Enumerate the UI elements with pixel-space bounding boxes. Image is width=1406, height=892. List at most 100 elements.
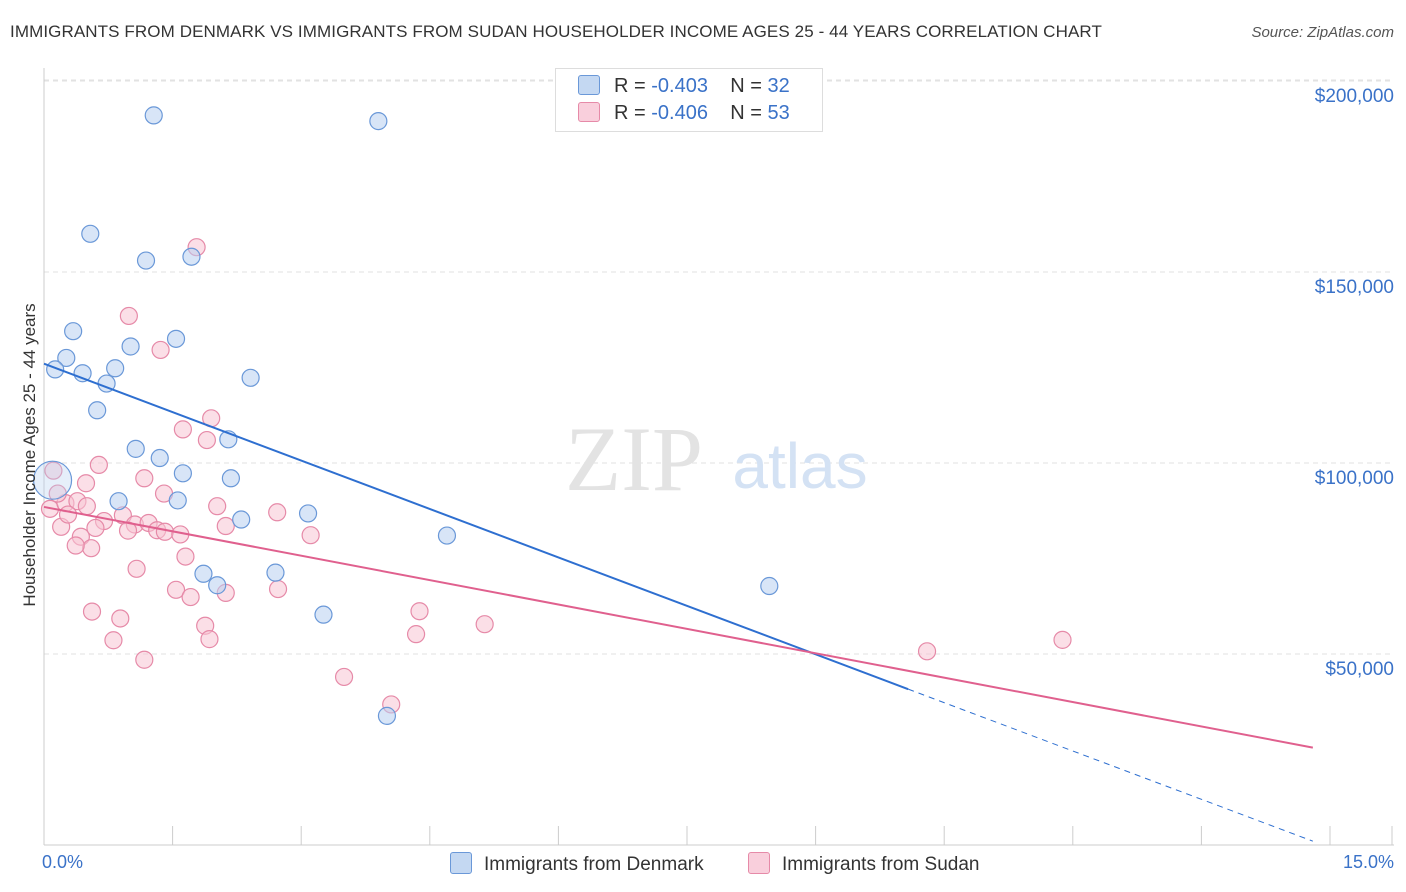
legend-swatch-denmark xyxy=(578,75,600,95)
data-point-denmark xyxy=(266,563,285,582)
data-point-sudan xyxy=(268,579,288,599)
legend-swatch-sudan xyxy=(578,102,600,122)
data-point-denmark xyxy=(81,224,100,243)
data-point-sudan xyxy=(917,642,937,661)
data-point-denmark xyxy=(760,576,779,596)
data-point-denmark xyxy=(168,491,187,510)
data-point-denmark xyxy=(208,576,227,595)
data-point-sudan xyxy=(82,539,101,558)
legend-row-sudan: R = -0.406 N = 53 xyxy=(578,102,790,125)
data-point-sudan xyxy=(475,615,494,634)
series-denmark xyxy=(32,106,779,725)
data-point-denmark xyxy=(57,348,76,368)
data-point-sudan xyxy=(334,667,354,687)
legend-r-denmark: -0.403 xyxy=(651,75,708,97)
data-point-denmark xyxy=(182,247,201,266)
data-point-denmark xyxy=(241,368,260,387)
data-point-denmark xyxy=(144,106,163,125)
data-point-sudan xyxy=(200,630,219,649)
data-point-denmark xyxy=(126,439,145,458)
data-point-denmark xyxy=(64,322,83,341)
data-point-sudan xyxy=(410,602,429,621)
watermark-zip: ZIP xyxy=(565,408,703,510)
data-point-sudan xyxy=(176,547,195,566)
data-point-sudan xyxy=(1053,630,1072,649)
data-point-denmark xyxy=(46,360,65,379)
y-axis-label: Householder Income Ages 25 - 44 years xyxy=(20,303,39,607)
legend-r-label: R = xyxy=(614,102,646,124)
trendline-denmark-extension xyxy=(908,688,1314,842)
bottom-legend-denmark: Immigrants from Denmark xyxy=(450,852,704,876)
legend-row-denmark: R = -0.403 N = 32 xyxy=(578,75,790,98)
legend-r-label: R = xyxy=(614,75,646,97)
data-point-denmark xyxy=(88,401,107,420)
bottom-legend-sudan: Immigrants from Sudan xyxy=(748,852,979,876)
data-point-sudan xyxy=(135,469,154,488)
x-tick-label: 15.0% xyxy=(1342,852,1394,872)
data-point-denmark xyxy=(121,337,140,356)
y-tick-label: $200,000 xyxy=(1314,86,1394,107)
data-point-denmark xyxy=(377,706,397,725)
data-point-sudan xyxy=(166,580,186,599)
y-tick-label: $150,000 xyxy=(1314,277,1394,298)
data-point-denmark xyxy=(109,492,128,511)
legend-r-sudan: -0.406 xyxy=(651,102,708,124)
data-point-sudan xyxy=(127,559,146,578)
data-point-denmark xyxy=(32,460,73,500)
data-point-sudan xyxy=(208,497,227,516)
trendline-denmark xyxy=(43,362,909,691)
data-point-sudan xyxy=(104,631,123,650)
chart-source: Source: ZipAtlas.com xyxy=(1251,24,1394,41)
data-point-sudan xyxy=(119,306,138,326)
data-point-sudan xyxy=(44,461,63,480)
watermark: ZIP atlas xyxy=(565,408,868,510)
data-point-sudan xyxy=(181,587,200,607)
data-point-sudan xyxy=(111,609,130,628)
y-tick-label: $50,000 xyxy=(1325,659,1394,680)
data-point-sudan xyxy=(268,503,287,522)
bottom-legend-swatch-denmark xyxy=(450,852,472,874)
data-point-denmark xyxy=(232,510,251,529)
data-point-sudan xyxy=(151,340,170,360)
data-point-sudan xyxy=(82,602,102,621)
legend-n-sudan: 53 xyxy=(767,102,790,124)
data-point-sudan xyxy=(197,430,216,450)
series-sudan xyxy=(40,238,1072,714)
data-point-sudan xyxy=(89,455,108,475)
data-point-sudan xyxy=(216,516,235,536)
axes xyxy=(43,68,1394,846)
watermark-atlas: atlas xyxy=(732,430,867,502)
data-point-sudan xyxy=(135,650,154,669)
gridlines xyxy=(44,79,1394,655)
data-point-sudan xyxy=(58,505,78,524)
data-point-sudan xyxy=(86,518,105,538)
legend-n-denmark: 32 xyxy=(767,75,790,97)
data-point-denmark xyxy=(166,329,186,348)
data-point-denmark xyxy=(136,251,156,270)
y-tick-label: $100,000 xyxy=(1314,468,1394,489)
data-point-sudan xyxy=(301,526,320,545)
data-point-sudan xyxy=(66,536,85,555)
bottom-legend-swatch-sudan xyxy=(748,852,770,874)
data-point-denmark xyxy=(437,526,457,545)
bottom-legend-label-denmark: Immigrants from Denmark xyxy=(484,854,704,875)
data-point-sudan xyxy=(76,474,96,493)
data-point-denmark xyxy=(173,464,192,483)
data-point-denmark xyxy=(369,112,388,131)
trendline-sudan xyxy=(43,505,1314,749)
chart-title: IMMIGRANTS FROM DENMARK VS IMMIGRANTS FR… xyxy=(10,22,1102,41)
legend-n-label: N = xyxy=(730,102,762,124)
bottom-legend-label-sudan: Immigrants from Sudan xyxy=(782,854,980,875)
data-point-denmark xyxy=(298,504,318,523)
data-point-denmark xyxy=(221,469,240,488)
data-point-denmark xyxy=(150,448,169,468)
correlation-legend: R = -0.403 N = 32 R = -0.406 N = 53 xyxy=(555,68,823,132)
data-point-denmark xyxy=(194,564,213,583)
x-tick-label: 0.0% xyxy=(42,852,84,872)
data-point-denmark xyxy=(314,605,333,624)
data-point-sudan xyxy=(77,497,96,516)
data-point-denmark xyxy=(106,359,125,378)
trendlines xyxy=(43,362,1314,842)
data-point-sudan xyxy=(406,625,426,644)
